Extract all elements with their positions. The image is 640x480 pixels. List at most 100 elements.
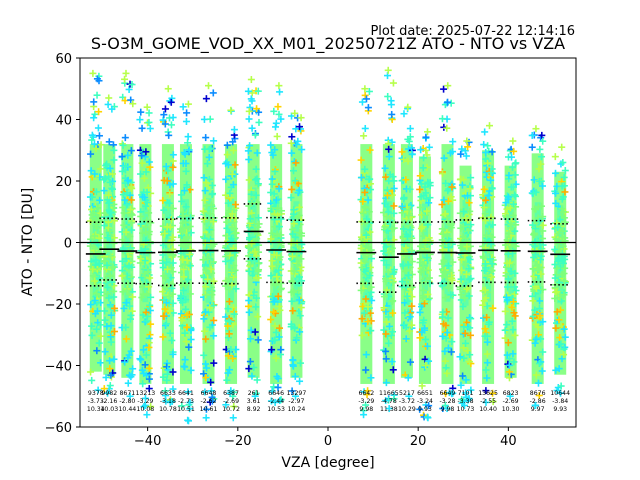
bin-mean-label: -2.55	[480, 398, 496, 405]
scatter-point	[126, 232, 134, 240]
bin-std-label: 10.30	[502, 406, 520, 413]
scatter-point	[288, 252, 296, 260]
scatter-point	[110, 156, 118, 164]
scatter-point	[119, 288, 127, 296]
scatter-point	[105, 191, 113, 199]
scatter-point	[183, 256, 191, 264]
bin-count-label: 6646	[268, 390, 284, 397]
scatter-point	[274, 374, 282, 382]
scatter-point	[200, 215, 208, 223]
scatter-point	[120, 221, 128, 229]
scatter-point	[109, 263, 117, 271]
scatter-point	[184, 388, 192, 396]
scatter-point-max	[404, 103, 412, 111]
scatter-point	[228, 170, 236, 178]
scatter-point	[275, 110, 283, 118]
scatter-point	[254, 267, 262, 275]
scatter-point	[254, 214, 262, 222]
scatter-point	[169, 157, 177, 165]
y-axis-label: ATO - NTO [DU]	[20, 188, 36, 296]
scatter-point	[163, 265, 171, 273]
scatter-point	[244, 87, 252, 95]
scatter-point	[290, 167, 298, 175]
scatter-point	[127, 196, 135, 204]
scatter-point	[272, 328, 280, 336]
scatter-point	[231, 161, 239, 169]
scatter-point	[160, 312, 168, 320]
scatter-point	[106, 178, 114, 186]
scatter-point	[137, 108, 145, 116]
scatter-point	[290, 267, 298, 275]
scatter-point	[147, 293, 155, 301]
bin-count-label: 6651	[417, 390, 433, 397]
scatter-point	[232, 201, 240, 209]
scatter-point	[253, 149, 261, 157]
scatter-point	[225, 209, 233, 217]
scatter-point	[551, 153, 559, 161]
scatter-point	[88, 376, 96, 384]
scatter-point	[164, 291, 172, 299]
scatter-point	[246, 215, 254, 223]
scatter-point	[169, 204, 177, 212]
scatter-point	[202, 134, 210, 142]
bin-mean-label: -4.78	[381, 398, 397, 405]
scatter-point	[186, 399, 194, 407]
scatter-point	[100, 209, 108, 217]
scatter-point	[101, 307, 109, 315]
scatter-point	[87, 167, 95, 175]
scatter-point	[110, 304, 118, 312]
scatter-point	[290, 158, 298, 166]
scatter-point	[162, 299, 170, 307]
scatter-point	[229, 273, 237, 281]
bin-std-label: 9.93	[553, 406, 567, 413]
scatter-point	[119, 257, 127, 265]
scatter-point	[106, 164, 114, 172]
scatter-point-max	[275, 82, 283, 90]
scatter-point	[104, 283, 112, 291]
scatter-point	[161, 387, 169, 395]
scatter-point-max	[227, 106, 235, 114]
scatter-point	[127, 210, 135, 218]
scatter-point	[275, 333, 283, 341]
scatter-point	[102, 162, 110, 170]
scatter-point	[90, 114, 98, 122]
scatter-point	[274, 260, 282, 268]
scatter-point	[205, 226, 213, 234]
scatter-point	[288, 149, 296, 157]
chart-title: S-O3M_GOME_VOD_XX_M01_20250721Z ATO - NT…	[91, 34, 565, 54]
scatter-point	[169, 163, 177, 171]
scatter-point	[89, 265, 97, 273]
scatter-point	[205, 175, 213, 183]
scatter-point	[102, 373, 110, 381]
scatter-point	[105, 213, 113, 221]
scatter-point	[164, 203, 172, 211]
scatter-point	[267, 235, 275, 243]
scatter-point	[202, 283, 210, 291]
scatter-point	[361, 91, 369, 99]
bin-count-label: 13213	[136, 390, 156, 397]
scatter-point-min	[229, 414, 237, 422]
scatter-point	[119, 204, 127, 212]
scatter-point-min	[202, 414, 210, 422]
scatter-point	[206, 115, 214, 123]
scatter-point	[92, 290, 100, 298]
scatter-point	[227, 346, 235, 354]
scatter-point	[137, 170, 145, 178]
scatter-point	[141, 401, 149, 409]
scatter-point	[298, 146, 306, 154]
scatter-point	[296, 377, 304, 385]
scatter-point	[145, 385, 153, 393]
scatter-point	[125, 262, 133, 270]
scatter-point	[107, 371, 115, 379]
scatter-point	[106, 365, 114, 373]
scatter-point	[129, 365, 137, 373]
scatter-point	[253, 175, 261, 183]
scatter-point	[107, 252, 115, 260]
y-tick-label: −20	[45, 298, 72, 313]
scatter-point	[206, 210, 214, 218]
scatter-point	[272, 271, 280, 279]
bin-count-label: 13625	[478, 390, 498, 397]
scatter-point	[183, 323, 191, 331]
scatter-point	[271, 322, 279, 330]
scatter-point	[224, 248, 232, 256]
